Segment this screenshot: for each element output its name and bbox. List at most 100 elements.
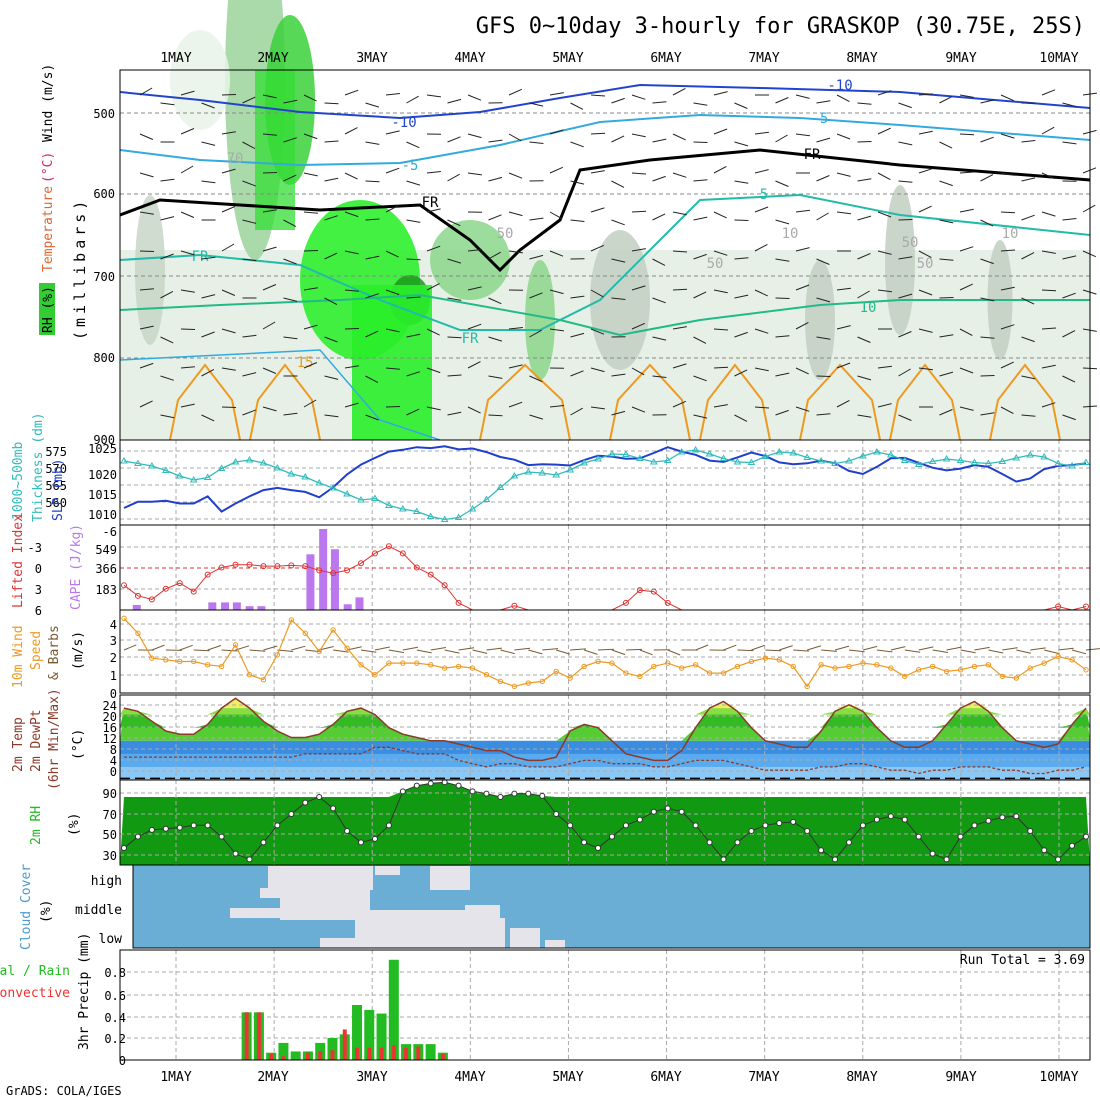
rh-legend-swatch [39,283,55,335]
rh2m-point [260,839,267,846]
wind-barb [693,375,707,382]
rh2m-point [1069,842,1076,849]
wind10m-barb [1002,647,1018,651]
wind10m-barb [333,649,349,653]
warm-contour [609,363,691,441]
wind10m-point [455,663,462,670]
wind-barb [344,211,359,218]
wind-barb [918,168,933,174]
lifted-index-point [288,562,295,569]
wind-barb [816,375,831,377]
rh2m-point [734,839,741,846]
wind10m-point [804,683,810,690]
wind10m-point [121,615,127,621]
wind-barb [816,212,829,221]
wind10m-barb [430,647,446,651]
cape-tick: 549 [95,543,117,557]
temperature-contour [119,83,1091,120]
wind-barb [1062,102,1077,108]
rh2m-tick: 50 [103,828,117,842]
lifted-index-point [176,580,183,587]
wind-barb [406,141,420,149]
thickness-point [161,466,170,473]
lifted-tick: 0 [35,562,42,576]
wind-barb [959,246,974,252]
wind10m-barb [179,644,193,651]
rh2m-point [567,822,574,829]
thickness-point [914,460,923,467]
wind10m-point [678,665,685,671]
rh2m-point [148,826,155,833]
wind-barb [201,414,215,422]
wind-barb [549,129,564,135]
wind10m-point [1083,667,1089,673]
wind10m-barb [779,645,793,651]
wind10m-point [888,665,894,671]
warm-contour [169,363,241,441]
wind10m-point [497,678,504,685]
rh2m-point [832,856,839,863]
rh2m-point [1027,828,1034,834]
wind10m-point [637,673,643,680]
temperature-contour [119,293,1090,337]
wind-barb [385,250,399,258]
wind-barb [857,253,871,260]
wind-barb [529,217,544,221]
precip-convective-bar [404,1047,409,1060]
wind-barb [857,375,872,381]
wind-barb [980,99,995,104]
wind-barb [549,250,564,257]
rh2m-point [859,822,866,829]
rh2m-point [385,822,392,829]
wind-barb [980,297,995,302]
lifted-index-point [302,563,309,570]
cloud-fill [430,866,470,890]
wind-barb [795,367,809,375]
wind-barb [836,325,851,330]
wind10m-barb [1016,649,1032,654]
wind-barb [631,367,645,376]
wind-barb [344,89,359,96]
wind10m-barb [207,645,222,651]
wind-barb [611,135,625,143]
wind-barb [980,219,994,227]
wind-barb [775,297,790,299]
cape-bar [319,529,328,610]
wind-barb [406,219,421,223]
wind-barb [570,407,583,416]
temp2m-tick: 20 [103,710,117,724]
wind-barb [836,133,851,140]
wind-barb [693,336,707,344]
wind10m-barb [542,648,559,651]
wind10m-point [372,672,378,678]
wind10m-point [539,678,545,685]
rh2m-unit: (%) [67,813,82,836]
wind-barb [795,133,810,137]
date-label-top: 4MAY [454,51,485,66]
wind-barb [406,371,420,377]
wind-barb [631,406,646,413]
wind-barb [775,219,790,225]
wind10m-barb [611,649,626,656]
wind-barb [693,414,708,419]
wind-barb [324,177,339,182]
wind-barb [1041,327,1057,330]
contour-label: -10 [391,115,416,131]
wind-barb [939,219,954,224]
wind-barb [1021,336,1035,343]
rh2m-point [776,820,783,827]
upper-air-pressure-ticks: 500 600 700 800 900 [93,107,115,447]
rh2m-point [1055,856,1062,863]
date-label-bottom: 7MAY [748,1070,779,1085]
wind-barb [734,102,748,109]
wind-barb [611,373,626,377]
wind10m-point [567,675,573,681]
lifted-index-point [413,564,420,571]
temp-band-blue-lighter [120,766,1090,780]
wind-barb [1021,375,1036,380]
cloud-level-middle: middle [75,903,122,918]
wind-barb [508,364,523,369]
wind-barb [406,408,420,416]
wind-barb [857,215,872,221]
date-label-top: 8MAY [846,51,877,66]
